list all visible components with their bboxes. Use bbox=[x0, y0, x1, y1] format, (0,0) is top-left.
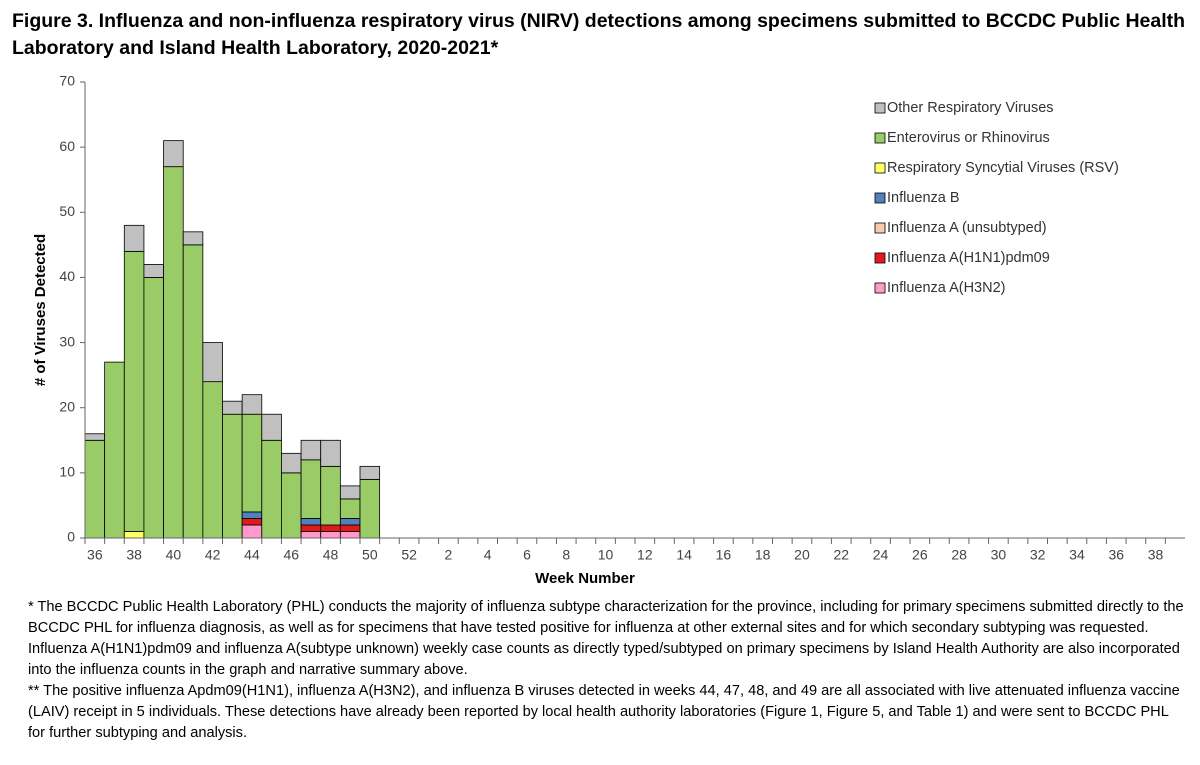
bar-segment bbox=[123, 531, 145, 539]
x-tick-label: 18 bbox=[755, 547, 771, 563]
bar-segment bbox=[123, 250, 145, 532]
x-tick-label: 50 bbox=[362, 547, 378, 563]
legend-label: Other Respiratory Viruses bbox=[887, 100, 1054, 116]
bar-segment bbox=[241, 518, 263, 526]
bar-segment bbox=[163, 140, 184, 168]
x-tick-label: 24 bbox=[873, 547, 889, 563]
bar-segment bbox=[281, 452, 302, 474]
legend-swatch bbox=[874, 132, 886, 144]
bar-segment bbox=[300, 459, 322, 519]
x-tick-label: 40 bbox=[166, 547, 182, 563]
x-tick-label: 22 bbox=[833, 547, 849, 563]
bar-segment bbox=[241, 394, 263, 415]
legend-label: Influenza B bbox=[887, 190, 960, 206]
bar-segment bbox=[202, 342, 223, 383]
x-tick-label: 12 bbox=[637, 547, 653, 563]
x-tick-label: 36 bbox=[87, 547, 103, 563]
x-tick-label: 38 bbox=[1148, 547, 1164, 563]
x-tick-label: 2 bbox=[444, 547, 452, 563]
bar-segment bbox=[300, 524, 322, 532]
x-tick-label: 8 bbox=[562, 547, 570, 563]
bar-segment bbox=[143, 263, 164, 278]
bar-segment bbox=[143, 277, 164, 539]
legend-label: Influenza A(H3N2) bbox=[887, 280, 1005, 296]
legend-swatch bbox=[874, 102, 886, 114]
legend-swatch bbox=[874, 252, 886, 264]
x-tick-label: 14 bbox=[676, 547, 692, 563]
x-tick-label: 42 bbox=[205, 547, 221, 563]
y-axis-label: # of Viruses Detected bbox=[32, 234, 49, 386]
x-tick-label: 30 bbox=[991, 547, 1007, 563]
legend-swatch bbox=[874, 222, 886, 234]
chart-title: Figure 3. Influenza and non-influenza re… bbox=[12, 10, 1186, 59]
x-tick-label: 32 bbox=[1030, 547, 1046, 563]
y-tick-label: 60 bbox=[59, 138, 75, 154]
legend-label: Enterovirus or Rhinovirus bbox=[887, 130, 1050, 146]
y-tick-label: 70 bbox=[59, 73, 75, 89]
legend-label: Respiratory Syncytial Viruses (RSV) bbox=[887, 160, 1119, 176]
footnote: ** The positive influenza Apdm09(H1N1), … bbox=[28, 683, 1180, 741]
bar-segment bbox=[182, 231, 204, 246]
x-tick-label: 44 bbox=[244, 547, 260, 563]
legend-label: Influenza A(H1N1)pdm09 bbox=[887, 250, 1050, 266]
x-tick-label: 16 bbox=[716, 547, 732, 563]
y-tick-label: 50 bbox=[59, 203, 75, 219]
y-tick-label: 10 bbox=[59, 464, 75, 480]
bar-segment bbox=[339, 524, 361, 532]
bar-segment bbox=[339, 531, 361, 539]
bar-segment bbox=[241, 413, 263, 513]
y-tick-label: 20 bbox=[59, 398, 75, 414]
y-tick-label: 30 bbox=[59, 333, 75, 349]
x-tick-label: 36 bbox=[1108, 547, 1124, 563]
bar-segment bbox=[320, 465, 341, 526]
bar-segment bbox=[359, 478, 381, 539]
bar-segment bbox=[222, 413, 243, 539]
bar-segment bbox=[359, 465, 381, 480]
bar-segment bbox=[320, 439, 341, 467]
x-tick-label: 46 bbox=[283, 547, 299, 563]
bar-segment bbox=[320, 524, 341, 532]
x-tick-label: 48 bbox=[323, 547, 339, 563]
legend-swatch bbox=[874, 282, 886, 294]
bar-segment bbox=[84, 433, 106, 441]
footnotes: * The BCCDC Public Health Laboratory (PH… bbox=[28, 597, 1188, 744]
bar-segment bbox=[281, 472, 302, 539]
x-tick-label: 34 bbox=[1069, 547, 1085, 563]
x-tick-label: 52 bbox=[401, 547, 417, 563]
footnote: * The BCCDC Public Health Laboratory (PH… bbox=[28, 599, 1184, 678]
bar-segment bbox=[241, 511, 263, 519]
x-tick-label: 28 bbox=[951, 547, 967, 563]
legend-swatch bbox=[874, 192, 886, 204]
bar-segment bbox=[300, 531, 322, 539]
x-tick-label: 26 bbox=[912, 547, 928, 563]
bar-segment bbox=[84, 439, 106, 539]
bar-segment bbox=[123, 224, 145, 252]
bar-segment bbox=[339, 485, 361, 500]
bar-segment bbox=[320, 531, 341, 539]
legend-swatch bbox=[874, 162, 886, 174]
y-tick-label: 40 bbox=[59, 268, 75, 284]
bar-segment bbox=[241, 524, 263, 539]
bar-segment bbox=[300, 439, 322, 461]
bar-segment bbox=[222, 400, 243, 415]
y-tick-label: 0 bbox=[67, 529, 75, 545]
bar-segment bbox=[339, 518, 361, 526]
x-axis-label: Week Number bbox=[535, 570, 635, 587]
bar-segment bbox=[182, 244, 204, 539]
x-tick-label: 20 bbox=[794, 547, 810, 563]
bar-segment bbox=[104, 361, 125, 539]
bar-segment bbox=[261, 439, 282, 539]
bar-segment bbox=[300, 518, 322, 526]
x-tick-label: 4 bbox=[484, 547, 492, 563]
x-tick-label: 38 bbox=[126, 547, 142, 563]
x-tick-label: 6 bbox=[523, 547, 531, 563]
bar-segment bbox=[339, 498, 361, 519]
bar-segment bbox=[202, 381, 223, 539]
bar-segment bbox=[261, 413, 282, 441]
x-tick-label: 10 bbox=[598, 547, 614, 563]
bar-segment bbox=[163, 166, 184, 539]
legend-label: Influenza A (unsubtyped) bbox=[887, 220, 1047, 236]
